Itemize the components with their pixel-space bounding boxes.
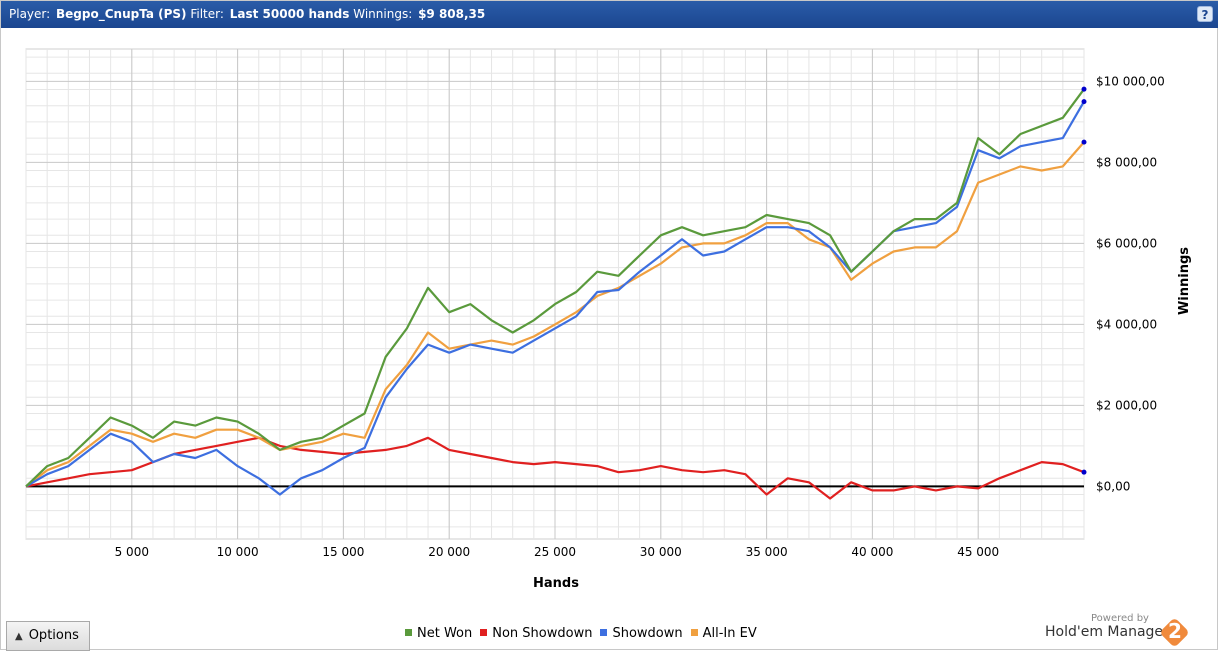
options-button[interactable]: ▲ Options — [6, 621, 90, 651]
series-end-point — [1081, 469, 1087, 475]
x-tick-label: 30 000 — [640, 545, 682, 559]
y-axis-title: Winnings — [1177, 247, 1192, 315]
winnings-label: Winnings: — [353, 7, 413, 21]
legend-swatch — [690, 629, 698, 636]
x-axis-title: Hands — [533, 576, 579, 591]
powered-by-label: Powered by — [1091, 613, 1149, 624]
series-end-point — [1081, 86, 1087, 92]
brand-name: Hold'em Manager — [1045, 624, 1169, 640]
legend-item[interactable]: Showdown — [600, 626, 683, 641]
series-line-showdown — [25, 101, 1085, 496]
series-end-point — [1081, 99, 1087, 105]
winnings-chart: 5 000 10 000 15 000 20 000 25 000 30 000 35 00… — [25, 48, 1192, 591]
legend-label: Net Won — [417, 626, 473, 641]
x-tick-label: 40 000 — [851, 545, 893, 559]
series-end-point — [1081, 139, 1087, 145]
x-tick-label: 10 000 — [217, 545, 259, 559]
y-tick-label: $4 000,00 — [1096, 317, 1157, 331]
legend-item[interactable]: Net Won — [405, 626, 472, 641]
options-label: Options — [28, 628, 79, 643]
x-tick-label: 20 000 — [428, 545, 470, 559]
graph-titlebar: Player: Begpo_CnupTa (PS) Filter: Last 5… — [1, 1, 1218, 28]
x-tick-label: 45 000 — [957, 545, 999, 559]
x-tick-label: 35 000 — [746, 545, 788, 559]
player-name: Begpo_CnupTa (PS) — [56, 7, 187, 21]
y-tick-label: $10 000,00 — [1096, 74, 1165, 88]
legend-swatch — [600, 629, 608, 636]
logo-number: 2 — [1168, 619, 1182, 643]
series-line-net-won — [25, 88, 1085, 488]
winnings-value: $9 808,35 — [418, 7, 486, 21]
y-tick-label: $2 000,00 — [1096, 398, 1157, 412]
help-icon[interactable]: ? — [1197, 6, 1213, 22]
legend-item[interactable]: Non Showdown — [480, 626, 592, 641]
legend-swatch — [405, 629, 412, 636]
triangle-up-icon: ▲ — [15, 631, 23, 642]
y-tick-label: $0,00 — [1096, 479, 1130, 493]
y-tick-label: $6 000,00 — [1096, 236, 1157, 250]
legend-swatch — [480, 629, 488, 636]
y-tick-label: $8 000,00 — [1096, 155, 1157, 169]
legend-label: Showdown — [612, 626, 683, 641]
filter-label: Filter: — [190, 7, 224, 21]
x-tick-label: 15 000 — [322, 545, 364, 559]
series-line-all-in-ev — [25, 141, 1085, 488]
legend-item[interactable]: All-In EV — [690, 626, 757, 641]
legend-label: Non Showdown — [492, 626, 593, 641]
x-tick-label: 5 000 — [115, 545, 149, 559]
legend-label: All-In EV — [702, 626, 757, 641]
chart-legend: Net Won Non Showdown Showdown All-In EV — [405, 626, 765, 641]
x-tick-label: 25 000 — [534, 545, 576, 559]
series-line-non-showdown — [25, 436, 1085, 500]
filter-value: Last 50000 hands — [229, 7, 350, 21]
chart-area: 5 000 10 000 15 000 20 000 25 000 30 000 35 00… — [7, 31, 1215, 613]
player-label: Player: — [9, 7, 51, 21]
